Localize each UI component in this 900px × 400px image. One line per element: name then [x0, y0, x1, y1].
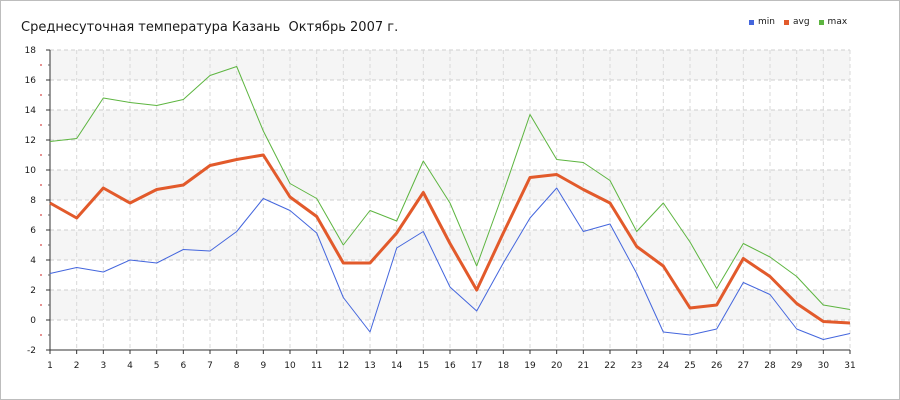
chart-legend: min avg max: [749, 17, 847, 27]
x-tick-label: 19: [524, 361, 536, 371]
y-tick-label: 14: [25, 106, 37, 116]
x-tick-label: 20: [551, 361, 563, 371]
legend-item-max: max: [818, 17, 848, 27]
x-tick-label: 26: [711, 361, 723, 371]
y-tick-label: 10: [25, 166, 37, 176]
y-tick-label: 0: [30, 316, 36, 326]
x-tick-label: 1: [47, 361, 53, 371]
x-tick-label: 9: [260, 361, 266, 371]
legend-swatch: [783, 19, 789, 25]
x-tick-label: 29: [791, 361, 803, 371]
x-tick-label: 10: [284, 361, 296, 371]
x-tick-label: 22: [604, 361, 615, 371]
x-tick-label: 30: [818, 361, 830, 371]
y-tick-label: 2: [30, 286, 36, 296]
x-tick-label: 12: [338, 361, 349, 371]
x-tick-label: 2: [74, 361, 80, 371]
x-tick-label: 4: [127, 361, 133, 371]
legend-label: min: [758, 17, 775, 27]
y-tick-label: 16: [25, 76, 37, 86]
series-line-min: [49, 187, 851, 340]
x-tick-label: 14: [391, 361, 403, 371]
x-tick-label: 13: [364, 361, 375, 371]
y-tick-label: 12: [25, 136, 36, 146]
x-tick-label: 28: [764, 361, 776, 371]
series-line-max: [49, 66, 851, 310]
x-tick-label: 17: [471, 361, 482, 371]
legend-swatch: [818, 19, 824, 25]
legend-item-avg: avg: [783, 17, 810, 27]
x-tick-label: 5: [154, 361, 160, 371]
x-tick-label: 31: [844, 361, 855, 371]
chart-title: Среднесуточная температура Казань Октябр…: [21, 20, 399, 35]
x-tick-label: 7: [207, 361, 213, 371]
series-line-avg: [49, 153, 851, 325]
y-tick-label: 6: [30, 226, 36, 236]
x-tick-label: 25: [684, 361, 695, 371]
legend-swatch: [749, 19, 754, 25]
y-tick-label: 18: [25, 46, 37, 56]
legend-label: avg: [792, 17, 810, 27]
legend-item-min: min: [749, 17, 775, 27]
x-tick-label: 21: [578, 361, 589, 371]
y-tick-label: 4: [30, 256, 36, 266]
x-tick-label: 8: [234, 361, 240, 371]
x-tick-label: 18: [498, 361, 510, 371]
y-tick-label: 8: [30, 196, 36, 206]
x-tick-label: 6: [180, 361, 186, 371]
x-tick-label: 16: [444, 361, 456, 371]
x-tick-label: 3: [100, 361, 106, 371]
x-tick-label: 27: [738, 361, 749, 371]
x-tick-label: 15: [418, 361, 429, 371]
legend-label: max: [827, 17, 848, 27]
x-tick-label: 24: [658, 361, 670, 371]
y-tick-label: -2: [27, 346, 36, 356]
x-tick-label: 11: [311, 361, 322, 371]
x-tick-label: 23: [631, 361, 642, 371]
